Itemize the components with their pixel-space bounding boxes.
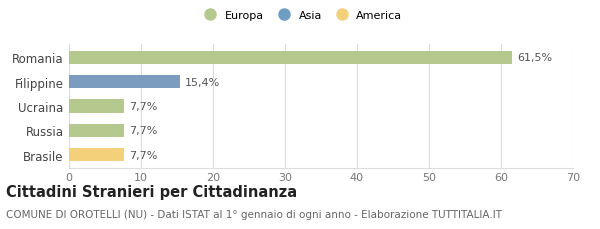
Text: 7,7%: 7,7% bbox=[130, 126, 158, 136]
Text: 15,4%: 15,4% bbox=[185, 77, 220, 87]
Text: COMUNE DI OROTELLI (NU) - Dati ISTAT al 1° gennaio di ogni anno - Elaborazione T: COMUNE DI OROTELLI (NU) - Dati ISTAT al … bbox=[6, 210, 502, 219]
Legend: Europa, Asia, America: Europa, Asia, America bbox=[199, 11, 403, 21]
Bar bbox=[69, 100, 124, 113]
Text: Cittadini Stranieri per Cittadinanza: Cittadini Stranieri per Cittadinanza bbox=[6, 184, 297, 199]
Bar bbox=[69, 76, 180, 89]
Text: 7,7%: 7,7% bbox=[130, 150, 158, 160]
Bar bbox=[69, 51, 512, 65]
Text: 61,5%: 61,5% bbox=[517, 53, 552, 63]
Bar bbox=[69, 148, 124, 162]
Text: 7,7%: 7,7% bbox=[130, 101, 158, 112]
Bar bbox=[69, 124, 124, 137]
